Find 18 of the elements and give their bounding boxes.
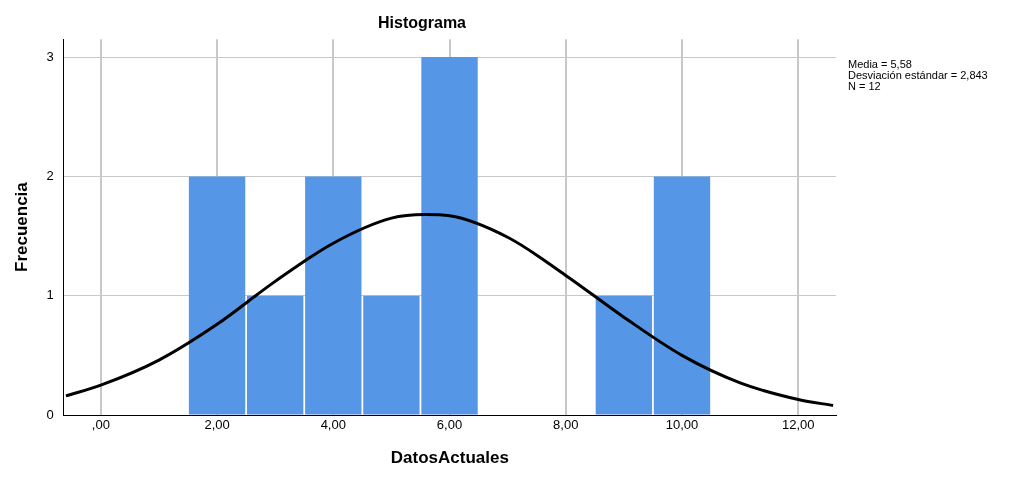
x-tick-label: 4,00: [320, 417, 346, 433]
y-tick-label: 1: [46, 287, 54, 303]
y-tick-label: 0: [46, 406, 54, 422]
text: Desviación estándar = 2,843: [848, 68, 988, 81]
x-tick-label: ,00: [91, 417, 110, 433]
line-series: [64, 213, 835, 407]
x-tick-label: 10,00: [665, 417, 699, 433]
y-tick-label: 2: [46, 167, 54, 183]
y-axis-title: Frecuencia: [11, 181, 31, 272]
text: N = 12: [848, 79, 881, 92]
x-tick-label: 8,00: [553, 417, 579, 433]
x-tick-label: 2,00: [204, 417, 230, 433]
chart-title: Histograma: [377, 14, 467, 32]
x-tick-label: 6,00: [436, 417, 463, 433]
text: Media = 5,58: [848, 57, 912, 70]
x-tick-label: 12,00: [781, 417, 815, 433]
x-axis-title: DatosActuales: [390, 448, 509, 468]
y-tick-label: 3: [46, 48, 54, 64]
